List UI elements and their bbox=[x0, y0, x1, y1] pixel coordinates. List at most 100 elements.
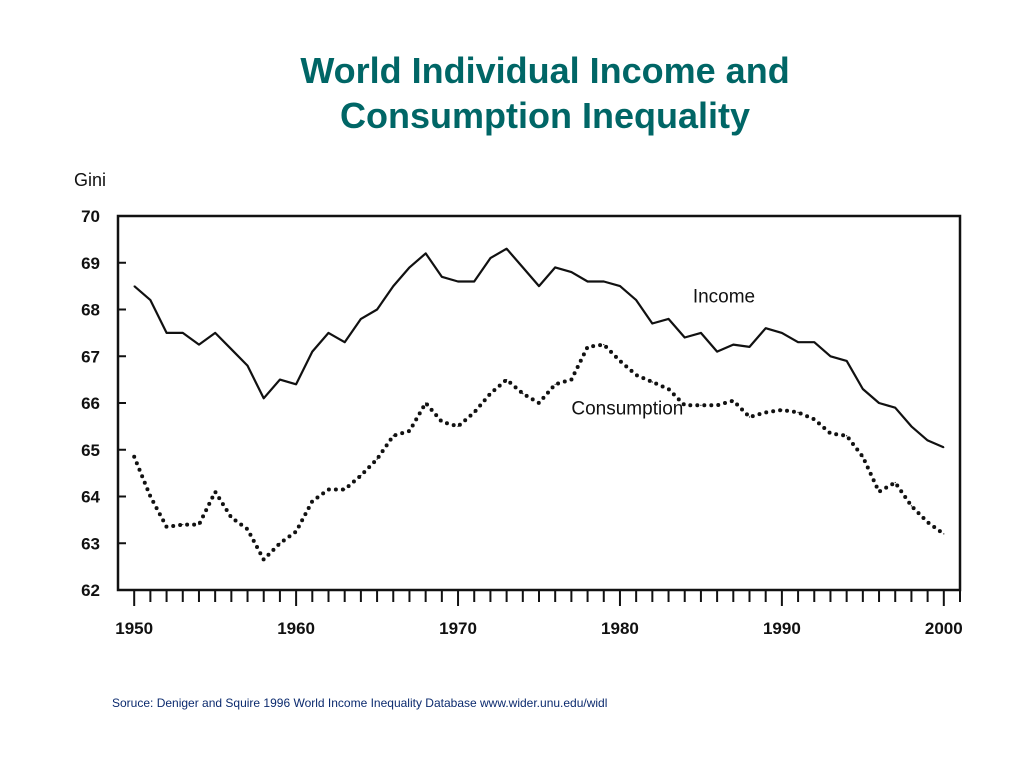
series-label-consumption: Consumption bbox=[571, 399, 683, 420]
income-point bbox=[149, 299, 151, 301]
consumption-point bbox=[506, 379, 508, 381]
consumption-point bbox=[522, 393, 524, 395]
income-point bbox=[457, 280, 459, 283]
consumption-point bbox=[846, 435, 848, 437]
consumption-point bbox=[813, 418, 815, 420]
income-point bbox=[214, 332, 216, 334]
x-tick-label: 1990 bbox=[763, 619, 801, 638]
income-point bbox=[246, 365, 249, 367]
income-point bbox=[781, 332, 783, 334]
consumption-point bbox=[263, 559, 265, 561]
consumption-point bbox=[214, 491, 216, 493]
y-tick-label: 66 bbox=[81, 394, 100, 413]
income-point bbox=[635, 299, 637, 301]
consumption-point bbox=[667, 388, 670, 390]
income-point bbox=[538, 285, 540, 287]
consumption-point bbox=[765, 411, 767, 413]
x-tick-label: 1950 bbox=[115, 619, 153, 638]
consumption-point bbox=[230, 516, 232, 519]
y-tick-label: 62 bbox=[81, 581, 100, 600]
income-point bbox=[732, 343, 734, 346]
income-point bbox=[489, 257, 492, 259]
income-point bbox=[165, 332, 168, 334]
consumption-point bbox=[700, 404, 702, 406]
x-tick-label: 1960 bbox=[277, 619, 315, 638]
consumption-line bbox=[132, 342, 946, 563]
slide-title: World Individual Income and Consumption … bbox=[220, 48, 870, 138]
income-point bbox=[700, 332, 702, 334]
consumption-point bbox=[829, 432, 832, 434]
consumption-point bbox=[489, 393, 492, 395]
income-point bbox=[344, 341, 346, 343]
consumption-point bbox=[586, 346, 589, 348]
income-point bbox=[570, 271, 572, 273]
income-point bbox=[667, 318, 670, 320]
consumption-point bbox=[570, 379, 572, 381]
title-line-2: Consumption Inequality bbox=[340, 95, 750, 136]
income-point bbox=[360, 318, 362, 320]
income-point bbox=[441, 276, 443, 278]
consumption-point bbox=[619, 360, 621, 362]
income-point bbox=[327, 332, 330, 334]
income-point bbox=[910, 425, 913, 427]
income-point bbox=[425, 252, 427, 254]
y-axis-label: Gini bbox=[74, 170, 106, 190]
income-point bbox=[927, 439, 929, 441]
series-label-income: Income bbox=[693, 286, 755, 307]
consumption-point bbox=[781, 409, 783, 411]
consumption-point bbox=[603, 343, 605, 346]
income-point bbox=[765, 327, 767, 329]
income-point bbox=[684, 336, 686, 339]
income-point bbox=[862, 388, 864, 390]
income-point bbox=[408, 266, 411, 269]
consumption-point bbox=[149, 495, 151, 498]
income-point bbox=[797, 341, 799, 343]
income-point bbox=[133, 285, 135, 287]
income-point bbox=[716, 350, 718, 353]
y-tick-label: 63 bbox=[81, 534, 100, 553]
x-tick-label: 2000 bbox=[925, 619, 963, 638]
income-point bbox=[829, 355, 832, 357]
consumption-point bbox=[651, 381, 653, 383]
income-point bbox=[473, 280, 475, 283]
series-consumption bbox=[132, 342, 946, 563]
consumption-point bbox=[311, 500, 313, 502]
income-point bbox=[279, 379, 281, 381]
income-point bbox=[748, 346, 751, 348]
consumption-point bbox=[554, 383, 556, 385]
income-point bbox=[878, 402, 880, 404]
consumption-point bbox=[684, 404, 686, 406]
income-point bbox=[522, 266, 524, 269]
consumption-point bbox=[716, 404, 718, 406]
income-point bbox=[392, 285, 394, 287]
consumption-point bbox=[376, 458, 378, 460]
consumption-point bbox=[943, 533, 945, 535]
income-point bbox=[263, 397, 265, 399]
consumption-point bbox=[878, 491, 880, 493]
income-point bbox=[230, 348, 232, 350]
title-line-1: World Individual Income and bbox=[300, 50, 790, 91]
y-tick-label: 65 bbox=[81, 441, 100, 460]
x-tick-label: 1980 bbox=[601, 619, 639, 638]
income-point bbox=[619, 285, 621, 287]
consumption-point bbox=[246, 528, 249, 530]
consumption-point bbox=[425, 402, 427, 404]
consumption-point bbox=[133, 456, 135, 458]
y-tick-label: 67 bbox=[81, 347, 100, 366]
income-point bbox=[295, 383, 297, 385]
income-point bbox=[651, 322, 653, 325]
consumption-point bbox=[408, 430, 411, 432]
y-tick-label: 68 bbox=[81, 301, 100, 320]
y-tick-label: 69 bbox=[81, 254, 100, 273]
income-point bbox=[943, 446, 945, 449]
y-tick-label: 64 bbox=[81, 488, 100, 507]
consumption-point bbox=[295, 530, 297, 533]
income-line bbox=[133, 247, 945, 449]
consumption-point bbox=[473, 411, 475, 413]
consumption-point bbox=[635, 374, 637, 376]
consumption-point bbox=[392, 435, 394, 437]
consumption-point bbox=[327, 488, 330, 491]
income-point bbox=[182, 332, 184, 334]
income-point bbox=[813, 341, 815, 343]
